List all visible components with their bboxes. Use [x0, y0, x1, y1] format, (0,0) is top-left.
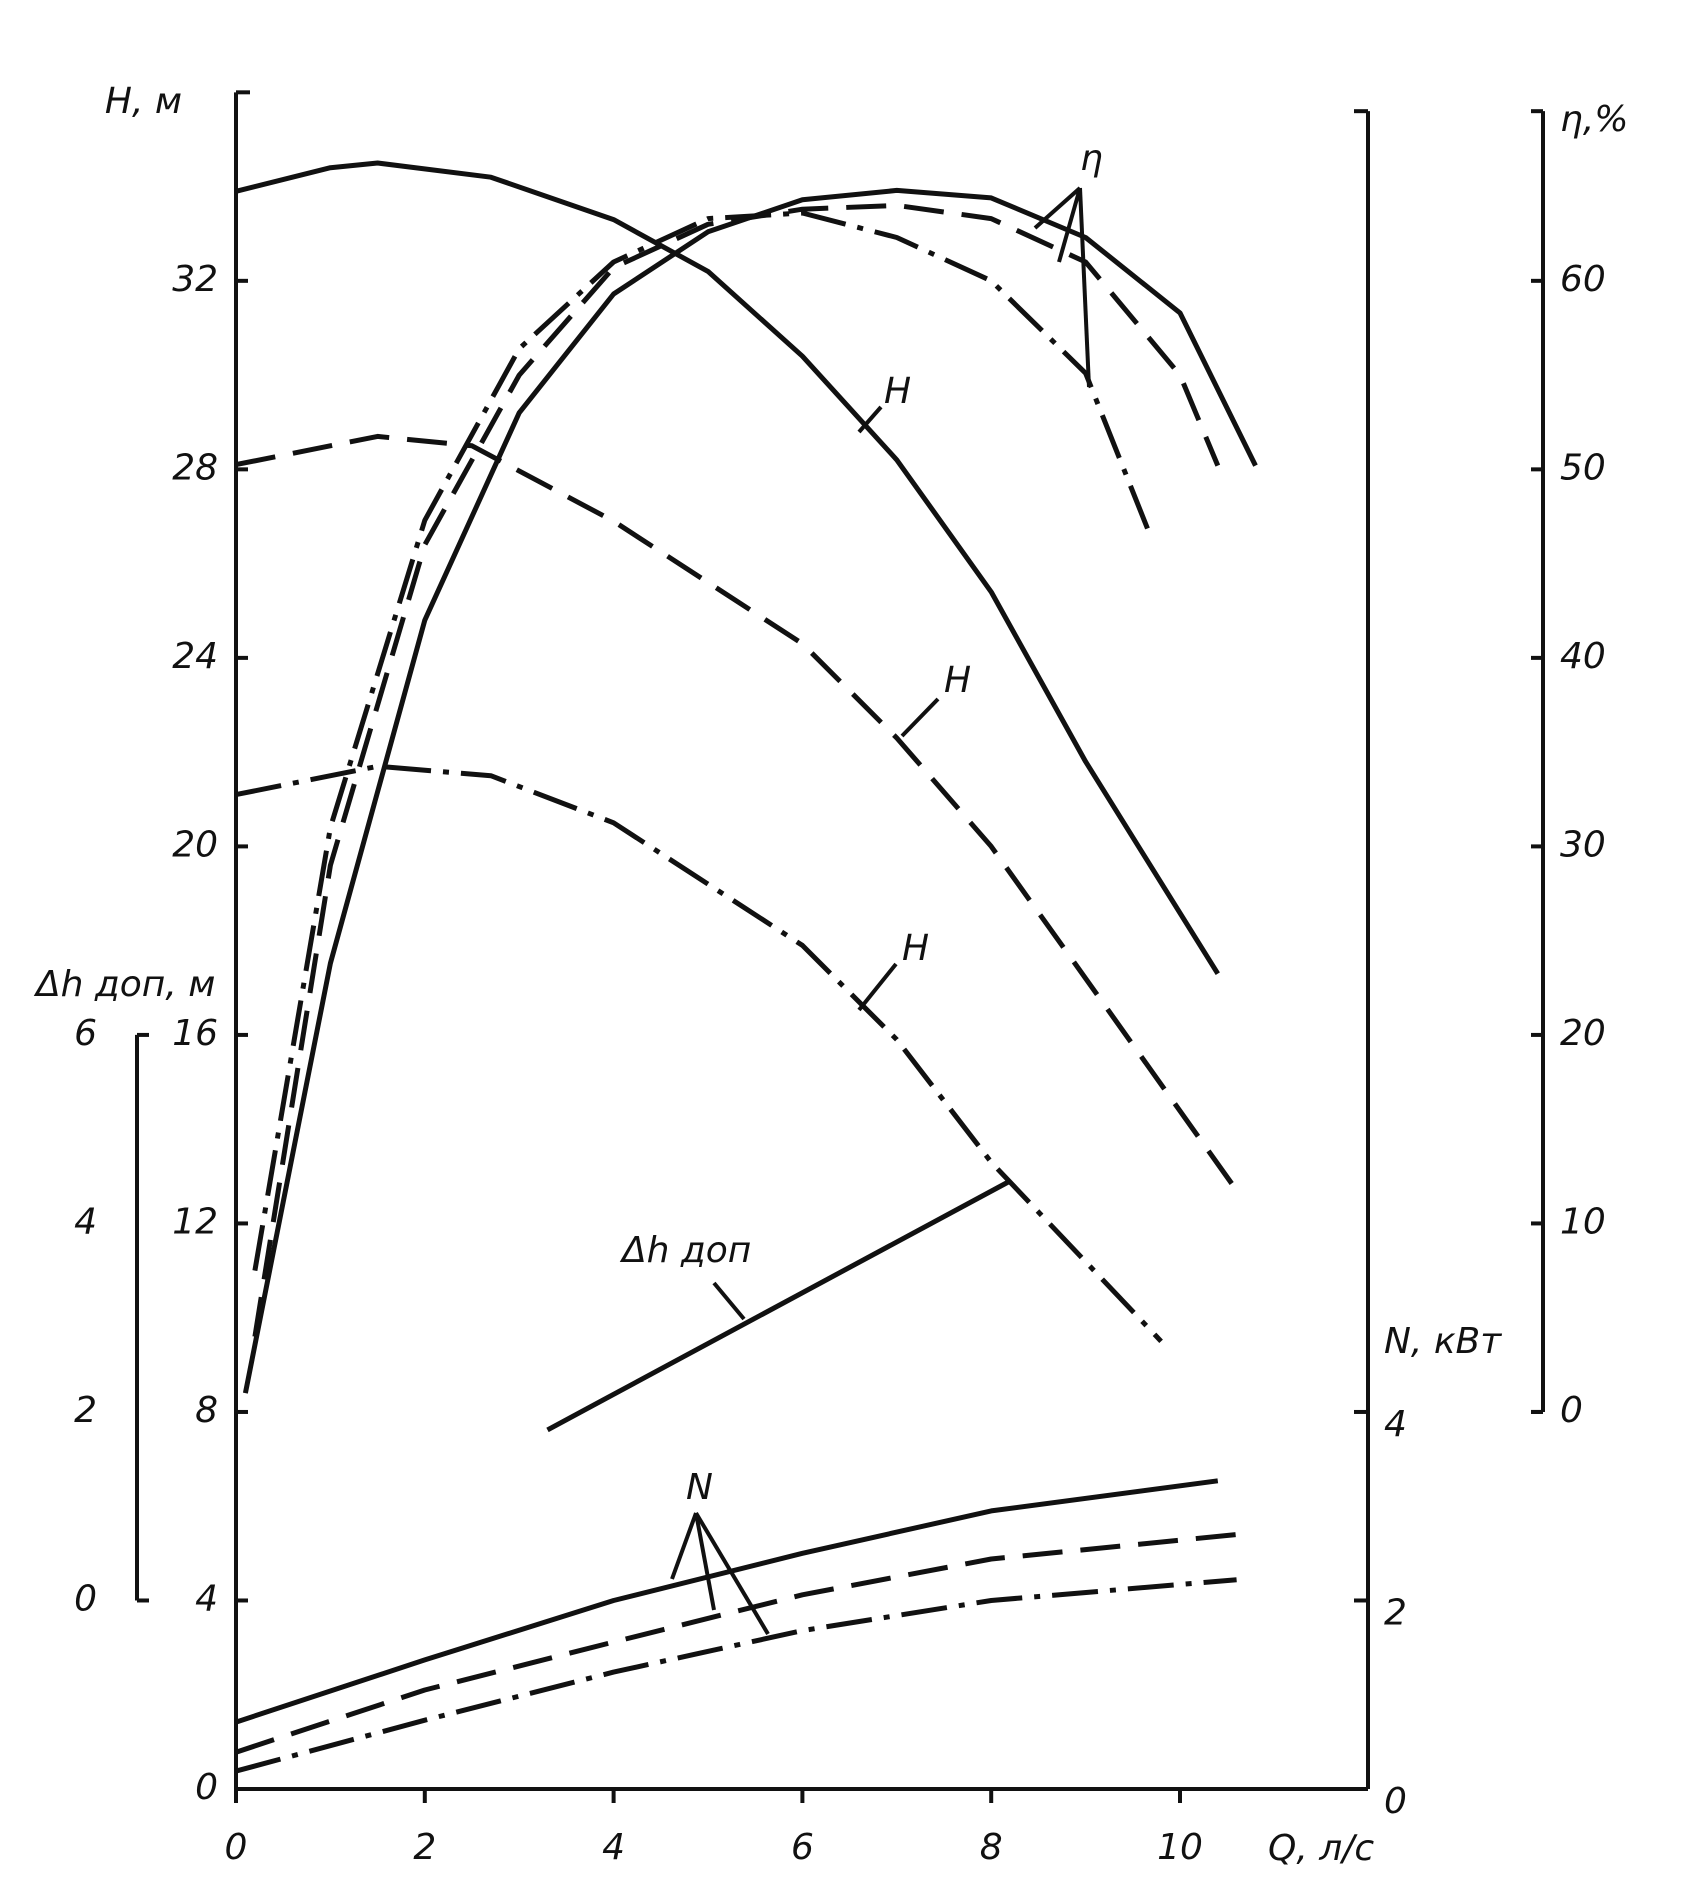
n-axis-label: N, кВт	[1384, 1321, 1502, 1362]
leader-line	[712, 1281, 746, 1321]
annotation: η	[1080, 138, 1103, 179]
y-tick-label: 8	[195, 1390, 218, 1431]
leader-line	[694, 1511, 770, 1636]
y-tick-label: 6	[74, 1013, 97, 1054]
y-tick-label: 0	[195, 1767, 218, 1808]
leader-line	[694, 1512, 716, 1611]
y-tick-label: 0	[1560, 1390, 1583, 1431]
y-tick-label: 20	[1560, 1013, 1606, 1054]
x-axis-label: Q, л/с	[1268, 1828, 1374, 1869]
leader-line	[1078, 187, 1091, 388]
x-tick-label: 4	[602, 1827, 625, 1868]
annotation: H	[884, 371, 911, 412]
y-tick-label: 0	[1384, 1781, 1407, 1822]
leader-line	[900, 697, 940, 738]
y-tick-label: 40	[1560, 636, 1606, 677]
leader-line	[857, 405, 883, 434]
y-tick-label: 4	[74, 1201, 97, 1242]
curve	[252, 210, 1155, 1272]
x-tick-label: 6	[791, 1827, 814, 1868]
annotation: H	[902, 928, 929, 969]
curve	[235, 433, 1239, 1192]
x-tick-label: 0	[225, 1827, 248, 1868]
leader-line	[1033, 186, 1082, 230]
y-tick-label: 16	[172, 1013, 218, 1054]
annotation: N	[686, 1467, 713, 1508]
y-tick-label: 24	[172, 636, 218, 677]
y-tick-label: 20	[172, 824, 218, 865]
y-tick-label: 10	[1560, 1201, 1606, 1242]
annotation: Δh доп	[619, 1230, 751, 1271]
y-tick-label: 0	[74, 1578, 97, 1619]
leader-line	[670, 1512, 698, 1580]
h-axis-label: H, м	[105, 81, 182, 122]
curve	[235, 763, 1163, 1344]
y-tick-label: 4	[195, 1578, 218, 1619]
y-tick-label: 2	[74, 1390, 97, 1431]
eta-axis-label: η,%	[1560, 99, 1628, 140]
curve	[235, 1577, 1237, 1774]
x-tick-label: 2	[413, 1827, 436, 1868]
y-tick-label: 50	[1560, 447, 1606, 488]
curve	[235, 1478, 1219, 1725]
annotation: H	[944, 660, 971, 701]
curve	[235, 160, 1220, 976]
leader-line	[1057, 187, 1082, 263]
y-tick-label: 32	[172, 259, 218, 300]
x-tick-label: 8	[980, 1827, 1003, 1868]
y-tick-label: 2	[1384, 1592, 1407, 1633]
y-tick-label: 30	[1560, 824, 1606, 865]
x-tick-label: 10	[1157, 1827, 1203, 1868]
leader-line	[857, 962, 898, 1012]
curve	[252, 202, 1221, 1337]
y-tick-label: 28	[172, 447, 218, 488]
y-tick-label: 4	[1384, 1404, 1407, 1445]
y-tick-label: 12	[172, 1201, 218, 1242]
curve	[546, 1178, 1012, 1433]
y-tick-label: 60	[1560, 259, 1606, 300]
curve	[235, 1532, 1237, 1755]
dh-axis-label: Δh доп, м	[33, 964, 215, 1005]
